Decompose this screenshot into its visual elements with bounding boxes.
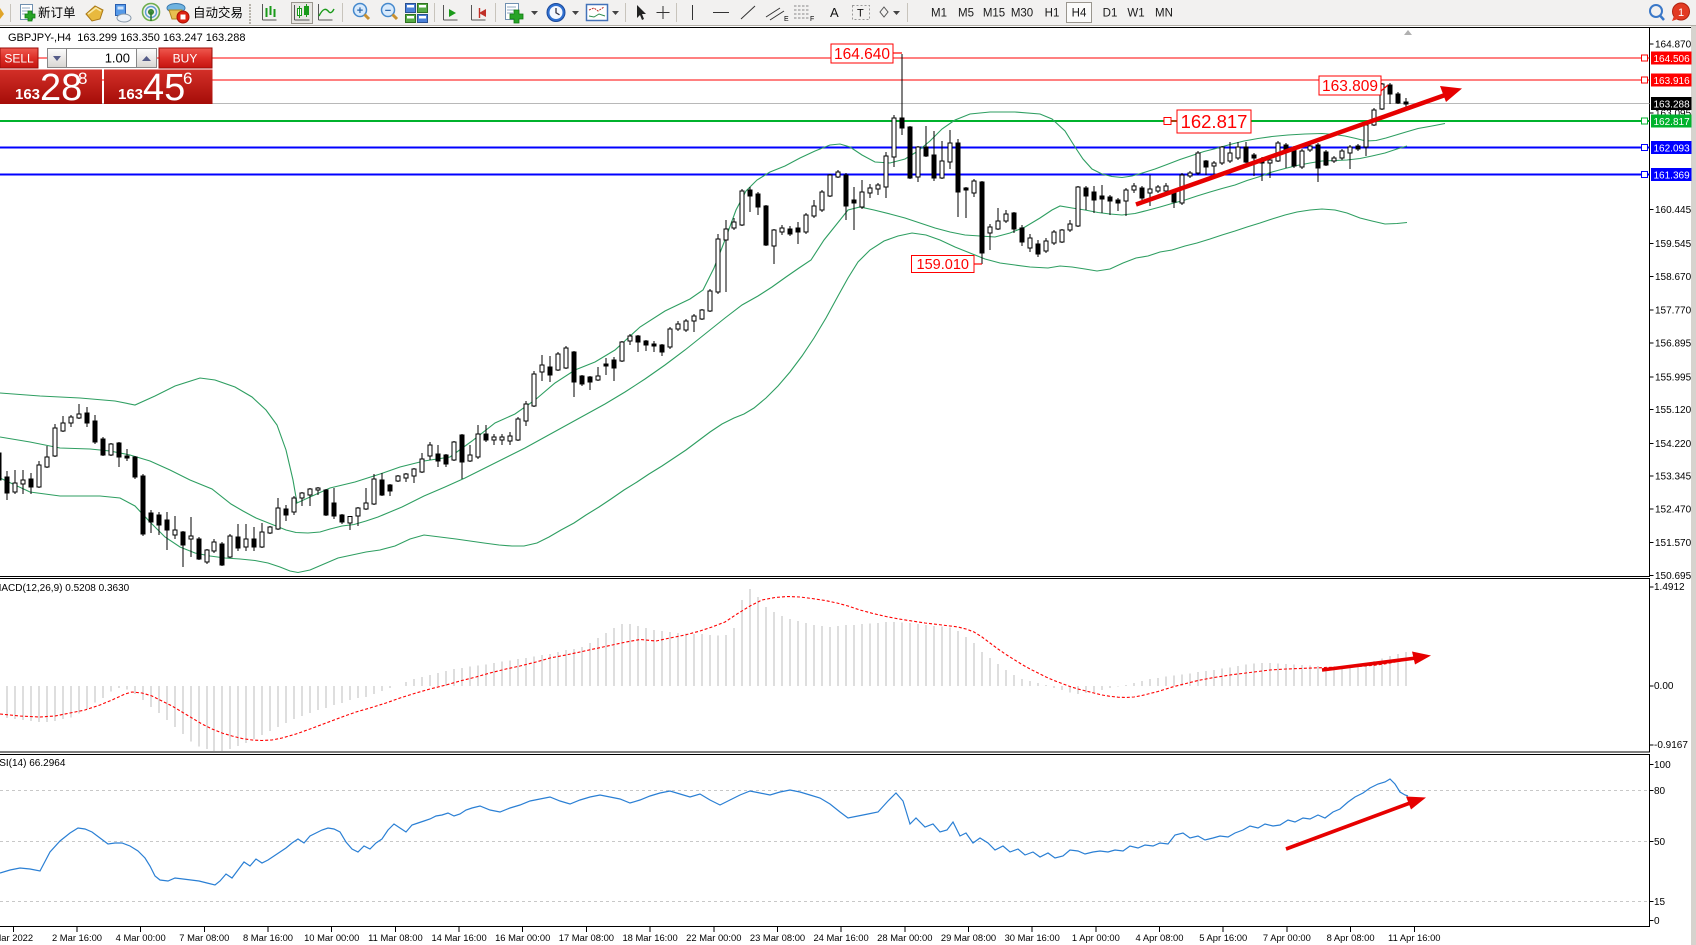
svg-text:100: 100 bbox=[1654, 760, 1671, 771]
svg-text:自动交易: 自动交易 bbox=[193, 5, 243, 20]
svg-text:F: F bbox=[810, 16, 814, 23]
svg-text:80: 80 bbox=[1654, 786, 1666, 797]
svg-text:2 Mar 16:00: 2 Mar 16:00 bbox=[52, 932, 102, 943]
svg-text:153.345: 153.345 bbox=[1655, 472, 1692, 483]
svg-text:14 Mar 16:00: 14 Mar 16:00 bbox=[431, 932, 486, 943]
svg-text:163: 163 bbox=[118, 86, 143, 103]
svg-text:7 Apr 00:00: 7 Apr 00:00 bbox=[1263, 932, 1311, 943]
svg-text:GBPJPY-,H4 163.299 163.350 16: GBPJPY-,H4 163.299 163.350 163.247 163.2… bbox=[8, 32, 246, 44]
svg-text:50: 50 bbox=[1654, 837, 1666, 848]
svg-text:11 Mar 08:00: 11 Mar 08:00 bbox=[368, 932, 423, 943]
svg-text:154.220: 154.220 bbox=[1655, 439, 1692, 450]
svg-text:163.809: 163.809 bbox=[1322, 78, 1378, 95]
svg-text:-0.9167: -0.9167 bbox=[1654, 740, 1688, 751]
svg-text:8 Mar 16:00: 8 Mar 16:00 bbox=[243, 932, 293, 943]
svg-text:M30: M30 bbox=[1011, 8, 1033, 20]
svg-text:159.545: 159.545 bbox=[1655, 239, 1692, 250]
svg-text:164.506: 164.506 bbox=[1654, 54, 1691, 65]
svg-text:MN: MN bbox=[1155, 8, 1173, 20]
svg-text:−: − bbox=[385, 5, 391, 17]
svg-text:+: + bbox=[357, 5, 363, 17]
svg-text:30 Mar 16:00: 30 Mar 16:00 bbox=[1005, 932, 1060, 943]
svg-text:159.010: 159.010 bbox=[917, 257, 969, 273]
svg-text:M5: M5 bbox=[958, 8, 974, 20]
svg-text:1.4912: 1.4912 bbox=[1654, 582, 1685, 593]
svg-text:E: E bbox=[784, 16, 789, 23]
svg-text:152.470: 152.470 bbox=[1655, 505, 1692, 516]
svg-text:H4: H4 bbox=[1072, 8, 1087, 20]
svg-text:150.695: 150.695 bbox=[1655, 571, 1692, 582]
svg-text:6: 6 bbox=[183, 69, 192, 88]
svg-text:T: T bbox=[857, 8, 864, 20]
svg-text:M1: M1 bbox=[931, 8, 947, 20]
svg-text:157.770: 157.770 bbox=[1655, 306, 1692, 317]
svg-text:162.817: 162.817 bbox=[1181, 111, 1248, 132]
svg-text:4 Mar 00:00: 4 Mar 00:00 bbox=[116, 932, 166, 943]
svg-text:RSI(14) 66.2964: RSI(14) 66.2964 bbox=[0, 758, 66, 769]
svg-text:160.445: 160.445 bbox=[1655, 205, 1692, 216]
svg-text:17 Mar 08:00: 17 Mar 08:00 bbox=[559, 932, 614, 943]
svg-text:W1: W1 bbox=[1127, 8, 1144, 20]
svg-text:158.670: 158.670 bbox=[1655, 272, 1692, 283]
svg-text:18 Mar 16:00: 18 Mar 16:00 bbox=[622, 932, 677, 943]
svg-text:164.870: 164.870 bbox=[1655, 40, 1692, 51]
svg-text:5 Apr 16:00: 5 Apr 16:00 bbox=[1199, 932, 1247, 943]
svg-text:163: 163 bbox=[15, 86, 40, 103]
svg-text:1.00: 1.00 bbox=[105, 51, 130, 66]
svg-text:24 Mar 16:00: 24 Mar 16:00 bbox=[813, 932, 868, 943]
svg-text:23 Mar 08:00: 23 Mar 08:00 bbox=[750, 932, 805, 943]
svg-text:162.817: 162.817 bbox=[1654, 117, 1691, 128]
svg-text:8: 8 bbox=[78, 69, 87, 88]
svg-text:22 Mar 00:00: 22 Mar 00:00 bbox=[686, 932, 741, 943]
svg-text:163.916: 163.916 bbox=[1654, 76, 1691, 87]
svg-text:SELL: SELL bbox=[4, 52, 34, 66]
svg-text:MACD(12,26,9) 0.5208 0.3630: MACD(12,26,9) 0.5208 0.3630 bbox=[0, 583, 130, 594]
svg-text:155.120: 155.120 bbox=[1655, 405, 1692, 416]
svg-text:D1: D1 bbox=[1103, 8, 1118, 20]
svg-text:10 Mar 00:00: 10 Mar 00:00 bbox=[304, 932, 359, 943]
svg-text:BUY: BUY bbox=[173, 52, 198, 66]
svg-text:28 Mar 00:00: 28 Mar 00:00 bbox=[877, 932, 932, 943]
svg-text:15: 15 bbox=[1654, 897, 1666, 908]
svg-text:H1: H1 bbox=[1045, 8, 1060, 20]
svg-text:155.995: 155.995 bbox=[1655, 373, 1692, 384]
svg-text:0: 0 bbox=[1654, 916, 1660, 927]
svg-text:151.570: 151.570 bbox=[1655, 538, 1692, 549]
svg-text:4 Apr 08:00: 4 Apr 08:00 bbox=[1136, 932, 1184, 943]
svg-text:11 Apr 16:00: 11 Apr 16:00 bbox=[1388, 932, 1440, 943]
svg-text:164.640: 164.640 bbox=[834, 46, 890, 63]
svg-text:163.095: 163.095 bbox=[1655, 109, 1692, 120]
svg-text:16 Mar 00:00: 16 Mar 00:00 bbox=[495, 932, 550, 943]
svg-text:161.369: 161.369 bbox=[1654, 170, 1691, 181]
svg-text:156.895: 156.895 bbox=[1655, 339, 1692, 350]
svg-text:8 Apr 08:00: 8 Apr 08:00 bbox=[1327, 932, 1375, 943]
svg-text:29 Mar 08:00: 29 Mar 08:00 bbox=[941, 932, 996, 943]
svg-text:M15: M15 bbox=[983, 8, 1005, 20]
svg-text:1 Apr 00:00: 1 Apr 00:00 bbox=[1072, 932, 1120, 943]
svg-text:7 Mar 08:00: 7 Mar 08:00 bbox=[179, 932, 229, 943]
svg-text:A: A bbox=[830, 5, 839, 20]
svg-text:162.093: 162.093 bbox=[1654, 143, 1691, 154]
svg-text:45: 45 bbox=[143, 67, 185, 109]
svg-text:0.00: 0.00 bbox=[1654, 681, 1674, 692]
svg-text:28: 28 bbox=[40, 67, 82, 109]
svg-text:163.288: 163.288 bbox=[1654, 99, 1691, 110]
svg-text:新订单: 新订单 bbox=[38, 5, 76, 20]
svg-text:Mar 2022: Mar 2022 bbox=[0, 932, 33, 943]
svg-text:1: 1 bbox=[1678, 7, 1684, 19]
